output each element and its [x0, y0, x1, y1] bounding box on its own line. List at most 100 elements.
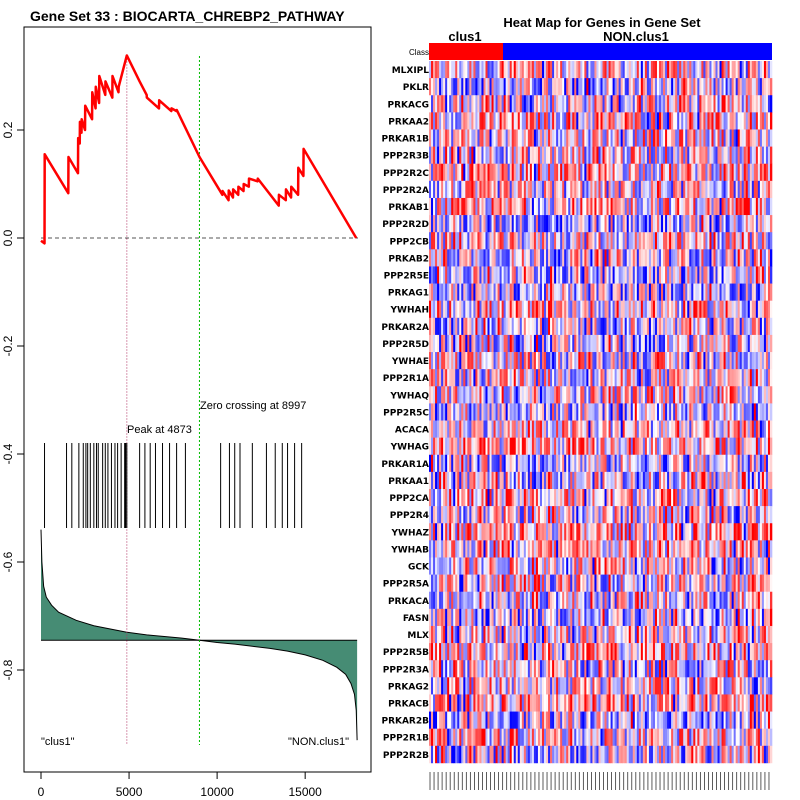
heatmap-cell — [759, 352, 763, 370]
heatmap-cell — [562, 232, 565, 250]
heatmap-cell — [495, 506, 498, 524]
heatmap-cell — [572, 334, 575, 353]
heatmap-cell — [628, 249, 632, 267]
heatmap-cell — [531, 112, 535, 130]
heatmap-cell — [437, 232, 440, 250]
heatmap-cell — [477, 283, 480, 301]
heatmap-cell — [612, 112, 615, 130]
heatmap-cell — [707, 283, 710, 301]
heatmap-cell — [729, 146, 732, 165]
heatmap-cell — [757, 403, 761, 421]
heatmap-cell — [574, 61, 577, 79]
heatmap-cell — [572, 352, 575, 370]
heatmap-cell — [725, 540, 728, 558]
heatmap-cell — [743, 471, 747, 490]
heatmap-cell — [495, 317, 498, 336]
heatmap-cell — [590, 95, 593, 113]
heatmap-cell — [727, 506, 730, 524]
heatmap-cell — [687, 506, 690, 524]
heatmap-cell — [465, 232, 468, 250]
heatmap-cell — [675, 369, 678, 387]
heatmap-cell — [747, 386, 751, 404]
heatmap-cell — [479, 369, 482, 387]
heatmap-cell — [535, 506, 539, 524]
heatmap-cell — [624, 78, 628, 96]
heatmap-cell — [652, 163, 656, 182]
heatmap-cell — [675, 386, 678, 404]
heatmap-cell — [624, 197, 628, 216]
heatmap-cell — [610, 403, 613, 421]
heatmap-cell — [471, 249, 474, 267]
heatmap-cell — [429, 95, 432, 113]
heatmap-cell — [576, 471, 579, 490]
heatmap-cell — [604, 300, 607, 319]
heatmap-cell — [588, 523, 591, 541]
heatmap-cell — [711, 283, 714, 301]
heatmap-cell — [646, 283, 650, 301]
heatmap-cell — [554, 420, 557, 438]
heatmap-cell — [634, 540, 638, 558]
heatmap-cell — [713, 78, 716, 96]
heatmap-cell — [703, 403, 706, 421]
heatmap-cell — [433, 215, 436, 233]
heatmap-cell — [669, 180, 672, 199]
heatmap-cell — [679, 95, 682, 113]
heatmap-cell — [519, 300, 523, 319]
heatmap-cell — [699, 146, 702, 165]
heatmap-cell — [689, 403, 692, 421]
heatmap-cell — [554, 369, 557, 387]
heatmap-cell — [709, 215, 712, 233]
heatmap-cell — [743, 215, 747, 233]
heatmap-cell — [765, 454, 769, 473]
heatmap-cell — [499, 249, 502, 267]
heatmap-cell — [721, 317, 724, 336]
heatmap-cell — [600, 540, 603, 558]
heatmap-cell — [618, 317, 621, 336]
heatmap-cell — [544, 129, 547, 147]
heatmap-cell — [741, 334, 745, 353]
heatmap-cell — [525, 95, 529, 113]
heatmap-cell — [769, 283, 773, 301]
heatmap-cell — [759, 506, 763, 524]
heatmap-cell — [596, 317, 599, 336]
heatmap-cell — [493, 95, 496, 113]
heatmap-cell — [570, 369, 573, 387]
heatmap-cell — [677, 249, 680, 267]
heatmap-cell — [485, 454, 488, 473]
heatmap-cell — [562, 437, 565, 456]
heatmap-cell — [763, 283, 767, 301]
heatmap-cell — [562, 420, 565, 438]
heatmap-cell — [503, 283, 506, 301]
heatmap-cell — [499, 420, 502, 438]
heatmap-cell — [459, 197, 462, 216]
heatmap-cell — [576, 454, 579, 473]
heatmap-cell — [761, 437, 765, 456]
heatmap-cell — [725, 163, 728, 182]
heatmap-cell — [447, 437, 450, 456]
heatmap-cell — [650, 386, 654, 404]
heatmap-cell — [499, 95, 502, 113]
heatmap-cell — [441, 180, 444, 199]
heatmap-cell — [590, 215, 593, 233]
heatmap-cell — [622, 232, 626, 250]
heatmap-cell — [445, 437, 448, 456]
heatmap-cell — [691, 180, 694, 199]
heatmap-cell — [481, 437, 484, 456]
heatmap-cell — [701, 180, 704, 199]
heatmap-cell — [562, 317, 565, 336]
heatmap-cell — [604, 61, 607, 79]
heatmap-cell — [529, 506, 533, 524]
heatmap-cell — [594, 437, 597, 456]
heatmap-cell — [471, 78, 474, 96]
heatmap-cell — [681, 266, 684, 284]
heatmap-cell — [707, 403, 710, 421]
heatmap-cell — [509, 283, 513, 301]
heatmap-cell — [435, 146, 438, 165]
heatmap-cell — [705, 283, 708, 301]
heatmap-cell — [455, 437, 458, 456]
heatmap-cell — [471, 317, 474, 336]
heatmap-cell — [461, 197, 464, 216]
heatmap-cell — [638, 317, 642, 336]
heatmap-cell — [689, 283, 692, 301]
heatmap-cell — [616, 317, 619, 336]
